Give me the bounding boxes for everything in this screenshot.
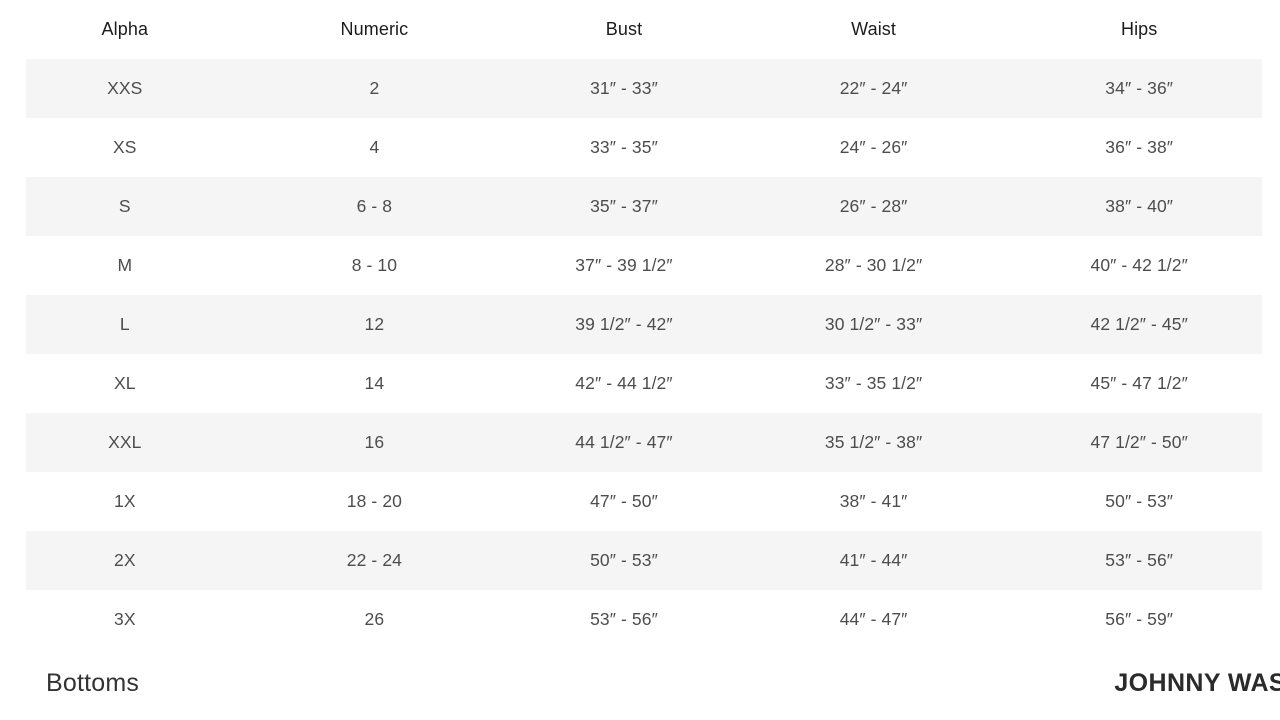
column-header-waist: Waist — [748, 0, 999, 59]
table-header-row: Alpha Numeric Bust Waist Hips — [0, 0, 1280, 59]
column-header-hips: Hips — [998, 0, 1280, 59]
cell-hips: 36″ - 38″ — [1105, 137, 1174, 157]
cell-numeric: 18 - 20 — [346, 491, 402, 511]
cell-alpha: S — [0, 177, 250, 236]
cell-hips: 47 1/2″ - 50″ — [998, 413, 1280, 472]
cell-alpha: 3X — [113, 609, 136, 629]
cell-waist: 22″ - 24″ — [748, 59, 999, 118]
cell-numeric: 22 - 24 — [249, 531, 500, 590]
cell-bust: 35″ - 37″ — [499, 177, 749, 236]
cell-hips: 50″ - 53″ — [1105, 491, 1174, 511]
brand-logo: JOHNNY WAS — [1114, 669, 1280, 697]
cell-waist: 30 1/2″ - 33″ — [748, 295, 999, 354]
cell-bust: 31″ - 33″ — [499, 59, 749, 118]
cell-numeric: 16 — [249, 413, 500, 472]
cell-hips: 53″ - 56″ — [998, 531, 1280, 590]
cell-alpha: M — [117, 255, 133, 275]
cell-waist: 33″ - 35 1/2″ — [824, 373, 923, 393]
cell-numeric: 26 — [364, 609, 385, 629]
cell-bust: 47″ - 50″ — [590, 491, 658, 511]
cell-numeric: 6 - 8 — [249, 177, 500, 236]
table-row: L 12 39 1/2″ - 42″ 30 1/2″ - 33″ 42 1/2″ - 4… — [0, 295, 1280, 354]
table-row: XXS 2 31″ - 33″ 22″ - 24″ 34″ - 36″ — [0, 59, 1280, 118]
cell-bust: 42″ - 44 1/2″ — [575, 373, 673, 393]
cell-numeric: 2 — [249, 59, 500, 118]
cell-bust: 37″ - 39 1/2″ — [575, 255, 673, 275]
cell-hips: 34″ - 36″ — [998, 59, 1280, 118]
cell-numeric: 14 — [364, 373, 385, 393]
table-body: XXS 2 31″ - 33″ 22″ - 24″ 34″ - 36″ XS 4 33″ - … — [0, 59, 1280, 649]
cell-waist: 41″ - 44″ — [748, 531, 999, 590]
table-header: Alpha Numeric Bust Waist Hips — [0, 0, 1280, 59]
cell-numeric: 4 — [369, 137, 380, 157]
table-row: M 8 - 10 37″ - 39 1/2″ 28″ - 30 1/2″ 40″ - 4… — [0, 236, 1280, 295]
page-footer: Bottoms JOHNNY WAS — [0, 647, 1280, 720]
column-header-numeric: Numeric — [249, 0, 500, 59]
cell-waist: 24″ - 26″ — [839, 137, 908, 157]
cell-alpha: L — [0, 295, 250, 354]
table-row: 2X 22 - 24 50″ - 53″ 41″ - 44″ 53″ - 56″ — [0, 531, 1280, 590]
cell-hips: 45″ - 47 1/2″ — [1090, 373, 1188, 393]
table-row: 3X 26 53″ - 56″ 44″ - 47″ 56″ - 59″ — [0, 590, 1280, 649]
cell-alpha: XS — [113, 137, 137, 157]
table-row: XS 4 33″ - 35″ 24″ - 26″ 36″ - 38″ — [0, 118, 1280, 177]
cell-alpha: 2X — [0, 531, 250, 590]
cell-waist: 35 1/2″ - 38″ — [748, 413, 999, 472]
cell-hips: 40″ - 42 1/2″ — [1090, 255, 1188, 275]
cell-waist: 28″ - 30 1/2″ — [824, 255, 923, 275]
table-row: XL 14 42″ - 44 1/2″ 33″ - 35 1/2″ 45″ - 47 1… — [0, 354, 1280, 413]
table-row: 1X 18 - 20 47″ - 50″ 38″ - 41″ 50″ - 53″ — [0, 472, 1280, 531]
table-row: XXL 16 44 1/2″ - 47″ 35 1/2″ - 38″ 47 1/2″ -… — [0, 413, 1280, 472]
cell-alpha: XL — [113, 373, 136, 393]
cell-hips: 42 1/2″ - 45″ — [998, 295, 1280, 354]
cell-hips: 56″ - 59″ — [1105, 609, 1174, 629]
cell-bust: 39 1/2″ - 42″ — [499, 295, 749, 354]
cell-bust: 33″ - 35″ — [590, 137, 658, 157]
cell-waist: 44″ - 47″ — [839, 609, 908, 629]
column-header-bust: Bust — [499, 0, 749, 59]
cell-hips: 38″ - 40″ — [998, 177, 1280, 236]
cell-waist: 38″ - 41″ — [839, 491, 908, 511]
column-header-alpha: Alpha — [0, 0, 250, 59]
cell-waist: 26″ - 28″ — [748, 177, 999, 236]
cell-bust: 50″ - 53″ — [499, 531, 749, 590]
cell-alpha: XXL — [0, 413, 250, 472]
section-heading-bottoms: Bottoms — [46, 669, 140, 697]
size-chart-table: Alpha Numeric Bust Waist Hips XXS 2 31″ - … — [0, 0, 1280, 649]
cell-bust: 53″ - 56″ — [590, 609, 658, 629]
cell-alpha: 1X — [113, 491, 136, 511]
cell-numeric: 8 - 10 — [351, 255, 398, 275]
cell-bust: 44 1/2″ - 47″ — [499, 413, 749, 472]
cell-numeric: 12 — [249, 295, 500, 354]
cell-alpha: XXS — [0, 59, 250, 118]
